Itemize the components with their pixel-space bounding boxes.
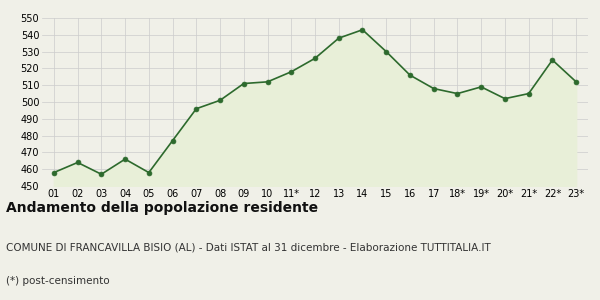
Text: Andamento della popolazione residente: Andamento della popolazione residente bbox=[6, 201, 318, 215]
Text: COMUNE DI FRANCAVILLA BISIO (AL) - Dati ISTAT al 31 dicembre - Elaborazione TUTT: COMUNE DI FRANCAVILLA BISIO (AL) - Dati … bbox=[6, 243, 491, 253]
Text: (*) post-censimento: (*) post-censimento bbox=[6, 276, 110, 286]
